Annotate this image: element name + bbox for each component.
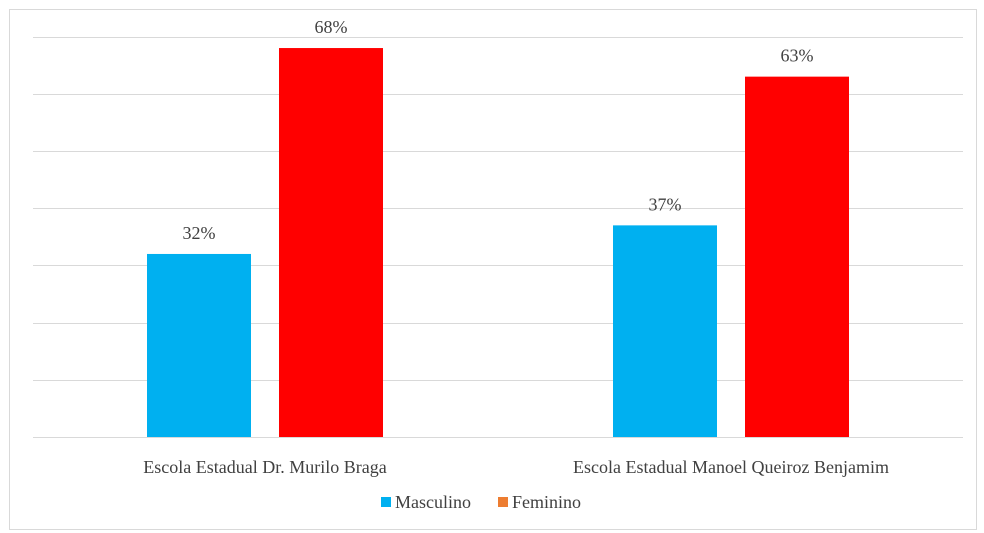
data-labels: 32% 37% 68% 63% [183,17,814,243]
legend-label-feminino: Feminino [512,492,581,512]
data-label-masculino-2: 37% [649,194,682,214]
legend-swatch-masculino [381,497,391,507]
data-label-feminino-1: 68% [315,17,348,37]
legend: Masculino Feminino [381,492,581,512]
category-label-1: Escola Estadual Dr. Murilo Braga [143,457,386,477]
category-label-2: Escola Estadual Manoel Queiroz Benjamim [573,457,889,477]
bar-masculino-2 [613,225,717,437]
data-label-feminino-2: 63% [781,46,814,66]
data-label-masculino-1: 32% [183,223,216,243]
bar-feminino-1 [279,48,383,437]
category-labels: Escola Estadual Dr. Murilo Braga Escola E… [143,457,889,477]
bar-masculino-1 [147,253,251,437]
bar-feminino-2 [745,76,849,437]
legend-label-masculino: Masculino [395,492,471,512]
legend-swatch-feminino [498,497,508,507]
bars [147,48,849,437]
